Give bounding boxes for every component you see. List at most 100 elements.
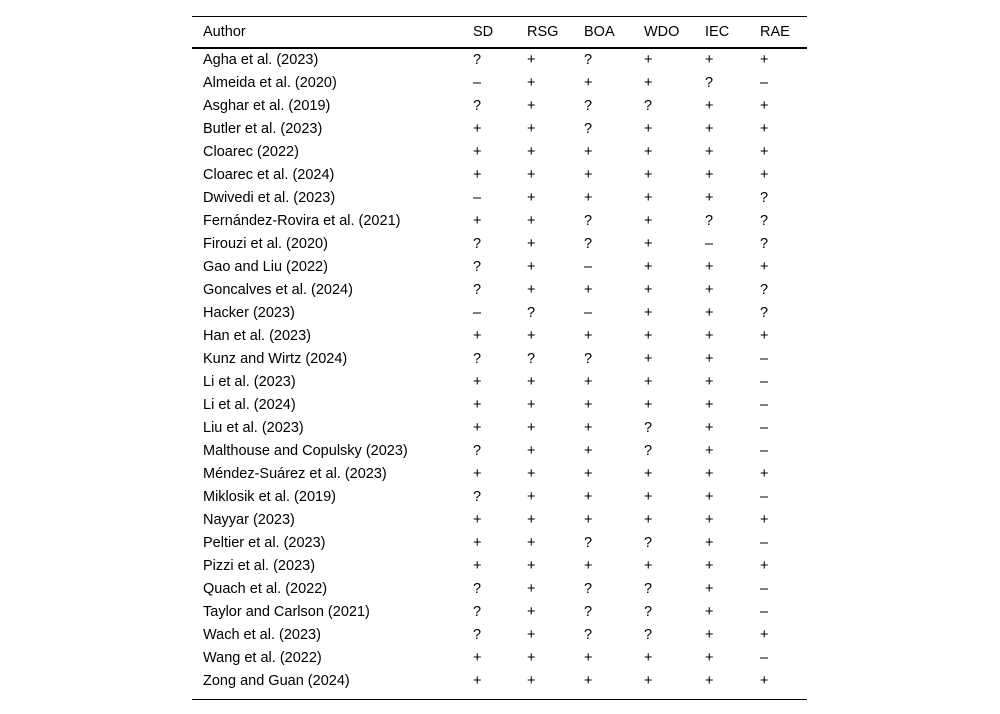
rating-cell-iec: + [705,627,714,644]
table-row: Asghar et al. (2019)? +?? + + [192,95,807,118]
rating-cell-boa: ? [584,351,593,368]
author-cell: Agha et al. (2023) [203,52,319,69]
rating-cell-boa: ? [584,627,593,644]
rating-cell-iec: + [705,535,714,552]
rating-cell-rsg: ? [527,351,536,368]
rating-cell-wdo: + [644,650,653,667]
table-row: Li et al. (2023) + + + + + – [192,371,807,394]
rating-cell-sd: + [473,650,482,667]
rating-cell-wdo: + [644,466,653,483]
rating-cell-rsg: + [527,98,536,115]
rating-cell-rae: ? [760,282,769,299]
column-header-author: Author [192,17,473,49]
summary-table-container: Author SD RSG BOA WDO IEC RAE Agha et al. (202… [192,16,807,700]
rating-cell-rae: + [760,558,769,575]
author-cell: Li et al. (2024) [203,397,296,414]
rating-cell-rsg: + [527,259,536,276]
table-row: Zong and Guan (2024) + + + + + + [192,670,807,693]
rating-cell-sd: + [473,558,482,575]
rating-cell-boa: + [584,673,593,690]
rating-cell-iec: + [705,512,714,529]
rating-cell-iec: + [705,328,714,345]
rating-cell-wdo: ? [644,443,653,460]
rating-cell-sd: ? [473,52,482,69]
rating-cell-boa: + [584,650,593,667]
rating-cell-boa: + [584,397,593,414]
author-cell: Li et al. (2023) [203,374,296,391]
rating-cell-iec: ? [705,75,714,92]
rating-cell-iec: + [705,374,714,391]
rating-cell-iec: + [705,259,714,276]
rating-cell-rsg: + [527,512,536,529]
table-row: Cloarec et al. (2024) + + + + + + [192,164,807,187]
rating-cell-sd: + [473,213,482,230]
rating-cell-rsg: + [527,167,536,184]
rating-cell-sd: ? [473,627,482,644]
rating-cell-wdo: + [644,673,653,690]
rating-cell-iec: + [705,650,714,667]
author-cell: Gao and Liu (2022) [203,259,328,276]
rating-cell-sd: + [473,144,482,161]
rating-cell-wdo: + [644,144,653,161]
table-row: Pizzi et al. (2023) + + + + + + [192,555,807,578]
author-cell: Wach et al. (2023) [203,627,321,644]
rating-cell-sd: ? [473,282,482,299]
rating-cell-boa: ? [584,535,593,552]
rating-cell-wdo: ? [644,98,653,115]
author-cell: Cloarec et al. (2024) [203,167,335,184]
rating-cell-boa: ? [584,236,593,253]
rating-cell-sd: + [473,328,482,345]
author-cell: Hacker (2023) [203,305,295,322]
rating-cell-rsg: + [527,489,536,506]
rating-cell-rae: – [760,650,769,667]
rating-cell-rae: ? [760,305,769,322]
rating-cell-wdo: ? [644,535,653,552]
column-header-wdo: WDO [644,17,705,49]
rating-cell-boa: + [584,420,593,437]
rating-cell-rae: – [760,489,769,506]
author-cell: Pizzi et al. (2023) [203,558,316,575]
table-row: Kunz and Wirtz (2024)??? + + – [192,348,807,371]
rating-cell-boa: + [584,489,593,506]
rating-cell-sd: + [473,397,482,414]
table-row: Méndez-Suárez et al. (2023) + + + + + + [192,463,807,486]
rating-cell-rsg: + [527,190,536,207]
table-row: Cloarec (2022) + + + + + + [192,141,807,164]
rating-cell-rsg: + [527,328,536,345]
rating-cell-wdo: + [644,190,653,207]
rating-cell-boa: + [584,282,593,299]
rating-cell-rae: + [760,98,769,115]
author-cell: Kunz and Wirtz (2024) [203,351,348,368]
rating-cell-iec: + [705,443,714,460]
rating-cell-sd: ? [473,259,482,276]
table-row: Nayyar (2023) + + + + + + [192,509,807,532]
author-cell: Malthouse and Copulsky (2023) [203,443,408,460]
rating-cell-iec: + [705,420,714,437]
rating-cell-rsg: ? [527,305,536,322]
rating-cell-iec: + [705,305,714,322]
rating-cell-wdo: + [644,282,653,299]
rating-cell-iec: + [705,282,714,299]
rating-cell-rae: + [760,144,769,161]
rating-cell-sd: + [473,512,482,529]
rating-cell-rsg: + [527,535,536,552]
rating-cell-rsg: + [527,466,536,483]
table-row: Taylor and Carlson (2021)? +?? + – [192,601,807,624]
author-cell: Quach et al. (2022) [203,581,328,598]
rating-cell-sd: ? [473,236,482,253]
rating-cell-iec: ? [705,213,714,230]
author-cell: Fernández-Rovira et al. (2021) [203,213,401,230]
table-row: Wang et al. (2022) + + + + + – [192,647,807,670]
rating-cell-sd: + [473,466,482,483]
rating-cell-sd: – [473,75,482,92]
rating-cell-wdo: + [644,374,653,391]
rating-cell-boa: ? [584,98,593,115]
column-header-rsg: RSG [527,17,584,49]
rating-cell-rae: – [760,581,769,598]
rating-cell-rsg: + [527,236,536,253]
rating-cell-wdo: ? [644,604,653,621]
rating-cell-rae: – [760,443,769,460]
rating-cell-rae: + [760,52,769,69]
rating-cell-wdo: + [644,489,653,506]
column-header-sd: SD [473,17,527,49]
